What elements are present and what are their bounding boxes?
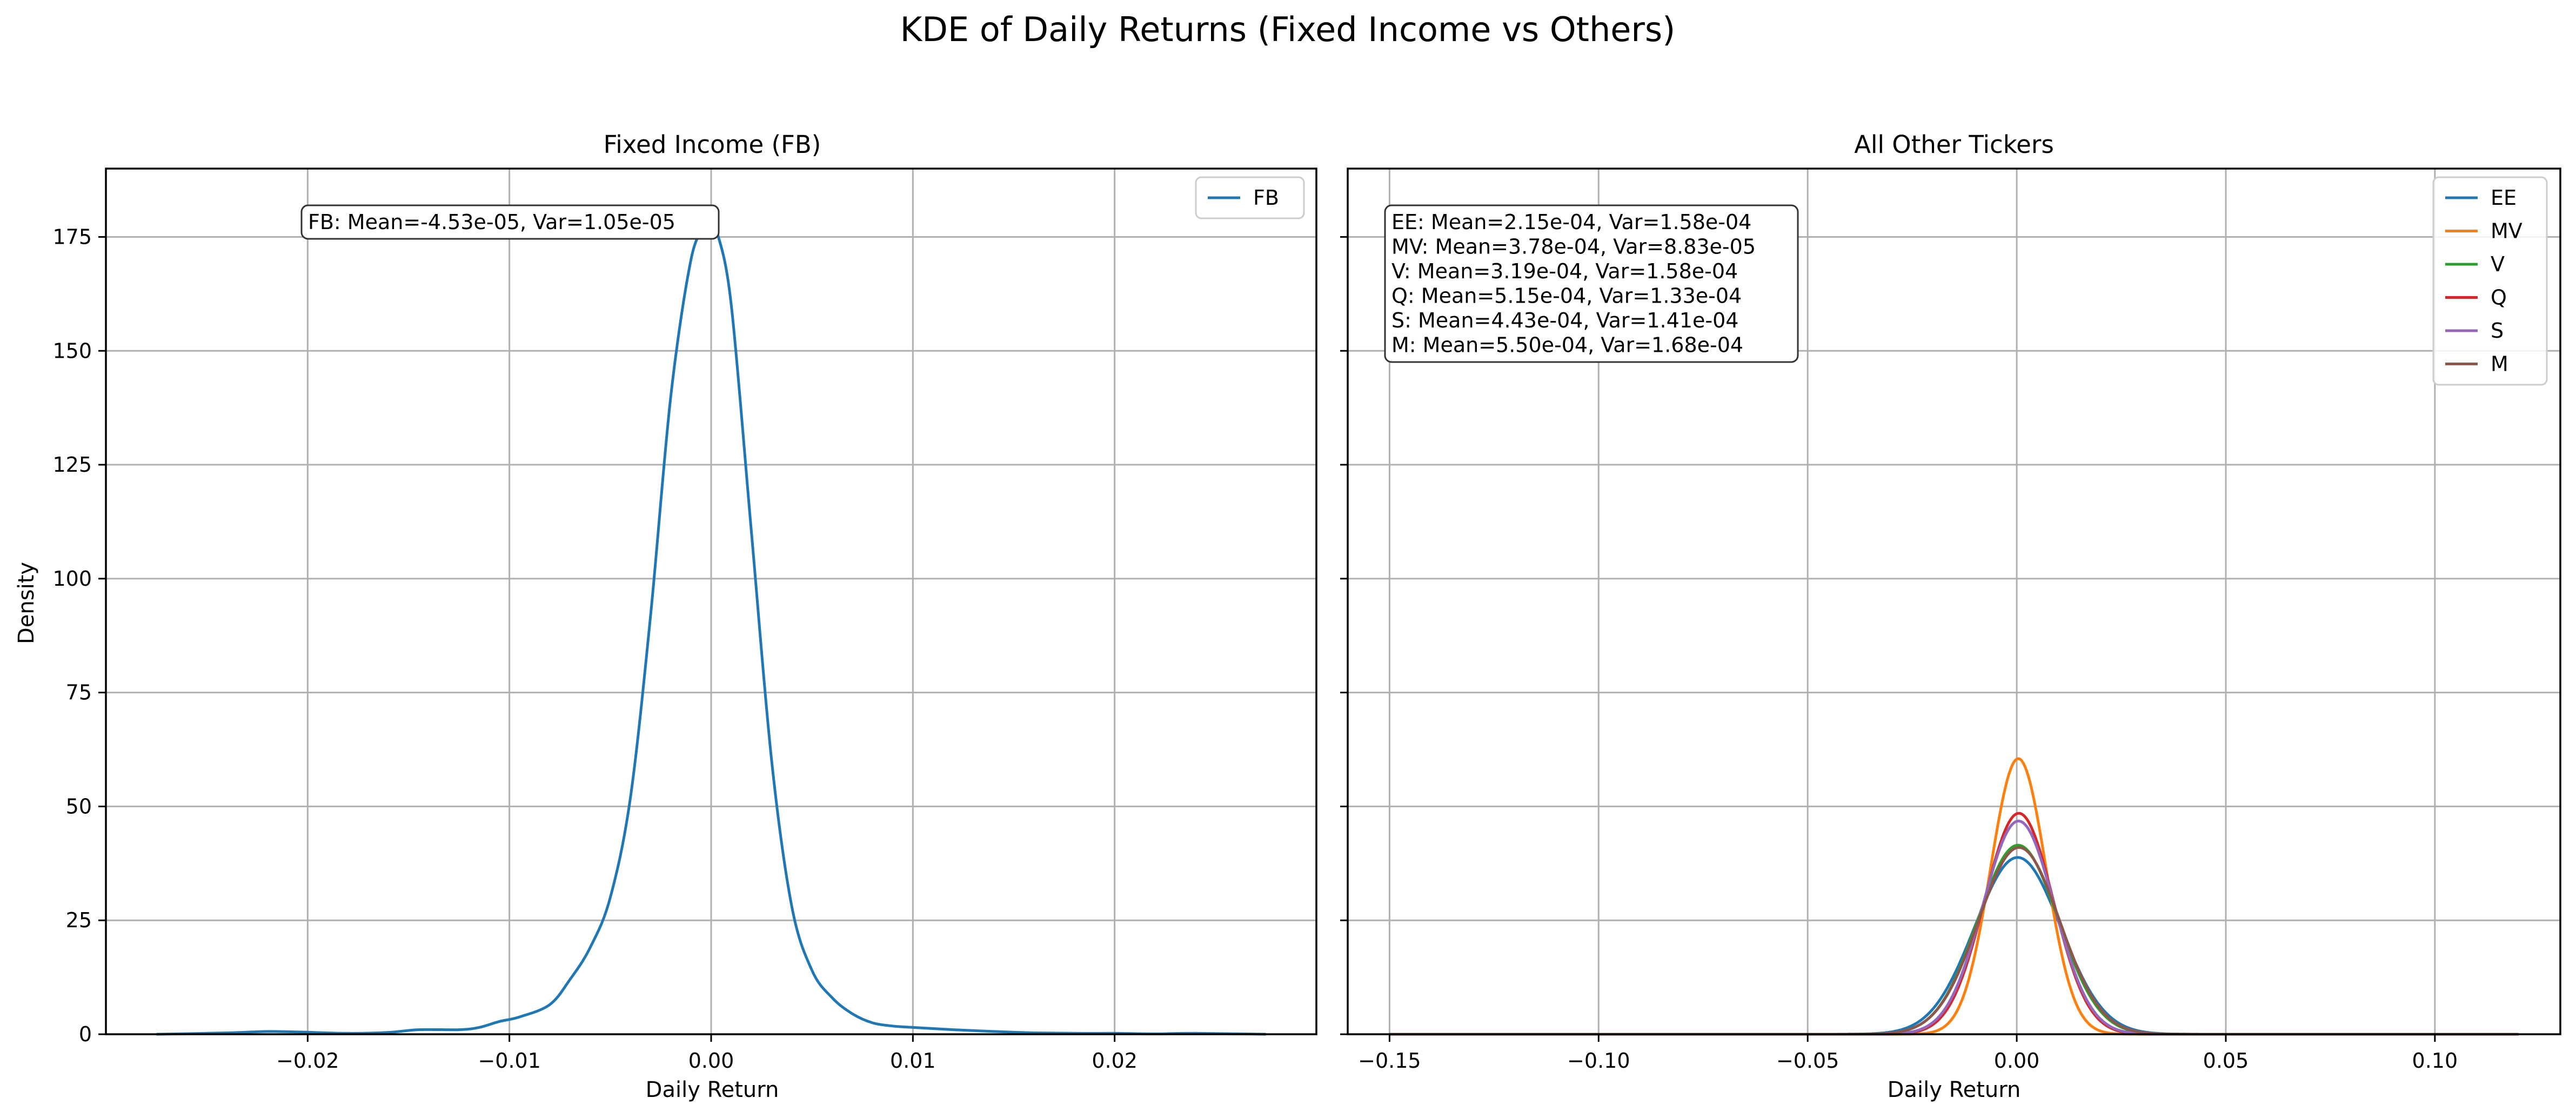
left-x-tick-label: −0.01 (478, 1049, 540, 1073)
series-line-s (1389, 819, 2519, 1036)
figure-title: KDE of Daily Returns (Fixed Income vs Ot… (900, 10, 1676, 49)
legend-label-m: M (2491, 352, 2508, 376)
annotation-line: S: Mean=4.43e-04, Var=1.41e-04 (1391, 309, 1738, 332)
y-tick-label: 175 (52, 225, 92, 249)
left-axes-frame (105, 168, 1317, 1035)
right-axes-frame (1347, 168, 2561, 1035)
right-x-tick-label: −0.10 (1567, 1049, 1630, 1073)
right-axes-title: All Other Tickers (1854, 130, 2054, 159)
left-x-tick-label: 0.01 (890, 1049, 936, 1073)
y-tick-label: 75 (66, 681, 92, 705)
legend-label-v: V (2491, 252, 2505, 276)
right-x-tick-label: 0.10 (2412, 1049, 2458, 1073)
left-axes: Fixed Income (FB) Daily Return Density −… (14, 130, 1317, 1102)
right-x-tick-label: −0.05 (1776, 1049, 1839, 1073)
legend-frame (2432, 176, 2548, 386)
y-tick-label: 150 (52, 339, 92, 363)
annotation-frame (300, 204, 720, 240)
left-stats-annotation: FB: Mean=-4.53e-05, Var=1.05e-05 (300, 204, 720, 240)
legend-label-s: S (2491, 319, 2504, 343)
y-tick-label: 125 (52, 453, 92, 477)
annotation-frame (1384, 204, 1799, 363)
legend-label-q: Q (2491, 286, 2507, 310)
right-x-tick-label: 0.05 (2203, 1049, 2249, 1073)
left-legend: FB (1195, 176, 1305, 219)
legend-label-mv: MV (2491, 219, 2523, 243)
left-x-tick-label: 0.00 (688, 1049, 734, 1073)
right-axes: All Other Tickers Daily Return −0.15 −0.1… (1340, 130, 2561, 1102)
series-line-v (1389, 843, 2519, 1036)
legend-label-fb: FB (1253, 186, 1279, 210)
series-line-q (1389, 812, 2519, 1036)
series-line-ee (1389, 856, 2519, 1036)
annotation-line: M: Mean=5.50e-04, Var=1.68e-04 (1391, 333, 1743, 357)
left-x-tick-label: 0.02 (1092, 1049, 1138, 1073)
annotation-line: MV: Mean=3.78e-04, Var=8.83e-05 (1391, 235, 1756, 259)
left-x-tick-label: −0.02 (276, 1049, 339, 1073)
right-x-tick-label: −0.15 (1358, 1049, 1421, 1073)
annotation-line: FB: Mean=-4.53e-05, Var=1.05e-05 (308, 210, 675, 234)
y-axis-label: Density (14, 562, 39, 644)
series-line-m (1389, 846, 2519, 1036)
legend-label-ee: EE (2491, 186, 2517, 210)
left-axes-title: Fixed Income (FB) (604, 130, 821, 159)
annotation-line: Q: Mean=5.15e-04, Var=1.33e-04 (1391, 284, 1742, 308)
annotation-line: EE: Mean=2.15e-04, Var=1.58e-04 (1391, 210, 1751, 234)
annotation-line: V: Mean=3.19e-04, Var=1.58e-04 (1391, 259, 1738, 283)
y-tick-label: 100 (52, 567, 92, 591)
legend-frame (1195, 176, 1305, 219)
y-tick-label: 25 (66, 908, 92, 932)
right-x-tick-label: 0.00 (1994, 1049, 2040, 1073)
y-tick-label: 50 (66, 794, 92, 818)
right-x-axis-label: Daily Return (1888, 1077, 2021, 1102)
y-tick-label: 0 (79, 1022, 92, 1046)
left-x-axis-label: Daily Return (646, 1077, 779, 1102)
